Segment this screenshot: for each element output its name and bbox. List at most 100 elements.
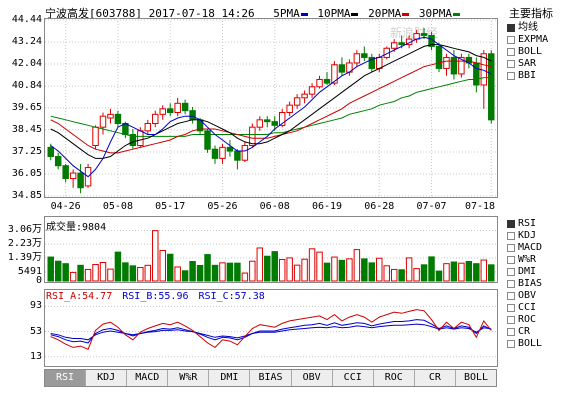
ma5-legend: 5PMA (273, 7, 308, 20)
main-indicator-expma[interactable]: EXPMA (507, 34, 548, 46)
volume-bar (435, 270, 443, 282)
tab-roc[interactable]: ROC (373, 370, 415, 386)
checkbox-icon[interactable] (507, 328, 515, 336)
candle (413, 29, 420, 43)
volume-bar (144, 264, 152, 282)
tab-macd[interactable]: MACD (127, 370, 169, 386)
candle-body (293, 97, 301, 106)
ma30-label: 30PMA (418, 7, 452, 20)
tab-obv[interactable]: OBV (291, 370, 333, 386)
volume-bar (458, 262, 465, 282)
tab-w-r[interactable]: W%R (168, 370, 210, 386)
rsi-a-label: RSI_A:54.77 (46, 291, 113, 302)
sub-indicator-roc[interactable]: ROC (507, 314, 536, 326)
main-indicator-bbi[interactable]: BBI (507, 70, 536, 82)
candle-body (152, 113, 159, 125)
candle (107, 108, 114, 124)
candle-body (473, 62, 480, 86)
indicator-label: DMI (518, 266, 537, 277)
volume-bar (465, 261, 473, 282)
candle (301, 90, 308, 104)
sub-indicator-w-r[interactable]: W%R (507, 254, 536, 266)
checkbox-icon[interactable] (507, 232, 515, 240)
checkbox-icon[interactable] (507, 316, 515, 324)
volume-y-tick-label: 2.23万 (7, 238, 42, 250)
checkbox-icon[interactable] (507, 256, 515, 264)
checkbox-icon[interactable] (507, 36, 515, 44)
checkbox-icon[interactable] (507, 220, 515, 228)
volume-y-tick-label: 0 (35, 275, 42, 286)
sub-indicator-bias[interactable]: BIAS (507, 278, 542, 290)
ma20-swatch (402, 12, 410, 16)
rsi-y-tick-label: 53 (29, 325, 42, 337)
tab-cci[interactable]: CCI (332, 370, 374, 386)
ma5-swatch (300, 12, 308, 16)
checkbox-icon[interactable] (507, 268, 515, 276)
candle (286, 101, 293, 117)
main-indicator--[interactable]: 均线 (507, 22, 538, 34)
candle-body (219, 146, 226, 159)
rsi-y-tick-label: 93 (29, 300, 42, 312)
candle-body (271, 121, 278, 126)
tab-bias[interactable]: BIAS (250, 370, 292, 386)
candle-body (361, 53, 368, 58)
indicator-label: BBI (518, 70, 537, 81)
checkbox-icon[interactable] (507, 280, 515, 288)
candle (226, 140, 234, 157)
candle (69, 169, 77, 188)
volume-bar (488, 264, 495, 282)
volume-bar (308, 248, 316, 282)
volume-bar (271, 251, 278, 282)
volume-bar (361, 258, 368, 282)
candle (189, 106, 196, 124)
volume-bar (54, 260, 62, 282)
checkbox-icon[interactable] (507, 24, 515, 32)
main-indicator-boll[interactable]: BOLL (507, 46, 542, 58)
volume-bar (316, 251, 323, 282)
volume-bar (84, 268, 92, 282)
volume-label: 成交量:9804 (46, 222, 107, 233)
tab-cr[interactable]: CR (414, 370, 456, 386)
candle (219, 143, 226, 164)
candle-body (488, 53, 495, 121)
candle (241, 141, 249, 163)
candle-body (443, 56, 450, 69)
sub-indicator-macd[interactable]: MACD (507, 242, 542, 254)
sub-indicator-boll[interactable]: BOLL (507, 338, 542, 350)
checkbox-icon[interactable] (507, 48, 515, 56)
tab-dmi[interactable]: DMI (209, 370, 251, 386)
main-x-tick-label: 07-07 (416, 201, 447, 212)
rsi-b-label: RSI_B:55.96 (122, 291, 189, 302)
checkbox-icon[interactable] (507, 292, 515, 300)
checkbox-icon[interactable] (507, 72, 515, 80)
volume-bar (241, 272, 249, 282)
sub-indicator-cci[interactable]: CCI (507, 302, 536, 314)
candle (361, 46, 368, 62)
candle-body (129, 134, 137, 147)
sub-indicator-obv[interactable]: OBV (507, 290, 536, 302)
checkbox-icon[interactable] (507, 244, 515, 252)
candle (211, 145, 219, 164)
main-indicator-sar[interactable]: SAR (507, 58, 536, 70)
checkbox-icon[interactable] (507, 304, 515, 312)
candle (174, 97, 181, 117)
checkbox-icon[interactable] (507, 60, 515, 68)
candle (99, 112, 107, 135)
candle (144, 119, 152, 135)
candle (353, 50, 361, 67)
sub-indicator-kdj[interactable]: KDJ (507, 230, 536, 242)
volume-bar (249, 260, 256, 282)
tab-boll[interactable]: BOLL (455, 370, 497, 386)
candle-body (390, 42, 398, 49)
volume-bar (204, 254, 211, 282)
tab-kdj[interactable]: KDJ (86, 370, 128, 386)
candle (114, 110, 122, 128)
indicator-label: KDJ (518, 230, 537, 241)
checkbox-icon[interactable] (507, 340, 515, 348)
sub-indicator-rsi[interactable]: RSI (507, 218, 536, 230)
sub-indicator-cr[interactable]: CR (507, 326, 530, 338)
sub-indicator-dmi[interactable]: DMI (507, 266, 536, 278)
tab-rsi[interactable]: RSI (45, 370, 87, 386)
volume-bar (92, 263, 99, 282)
candle (488, 50, 495, 124)
